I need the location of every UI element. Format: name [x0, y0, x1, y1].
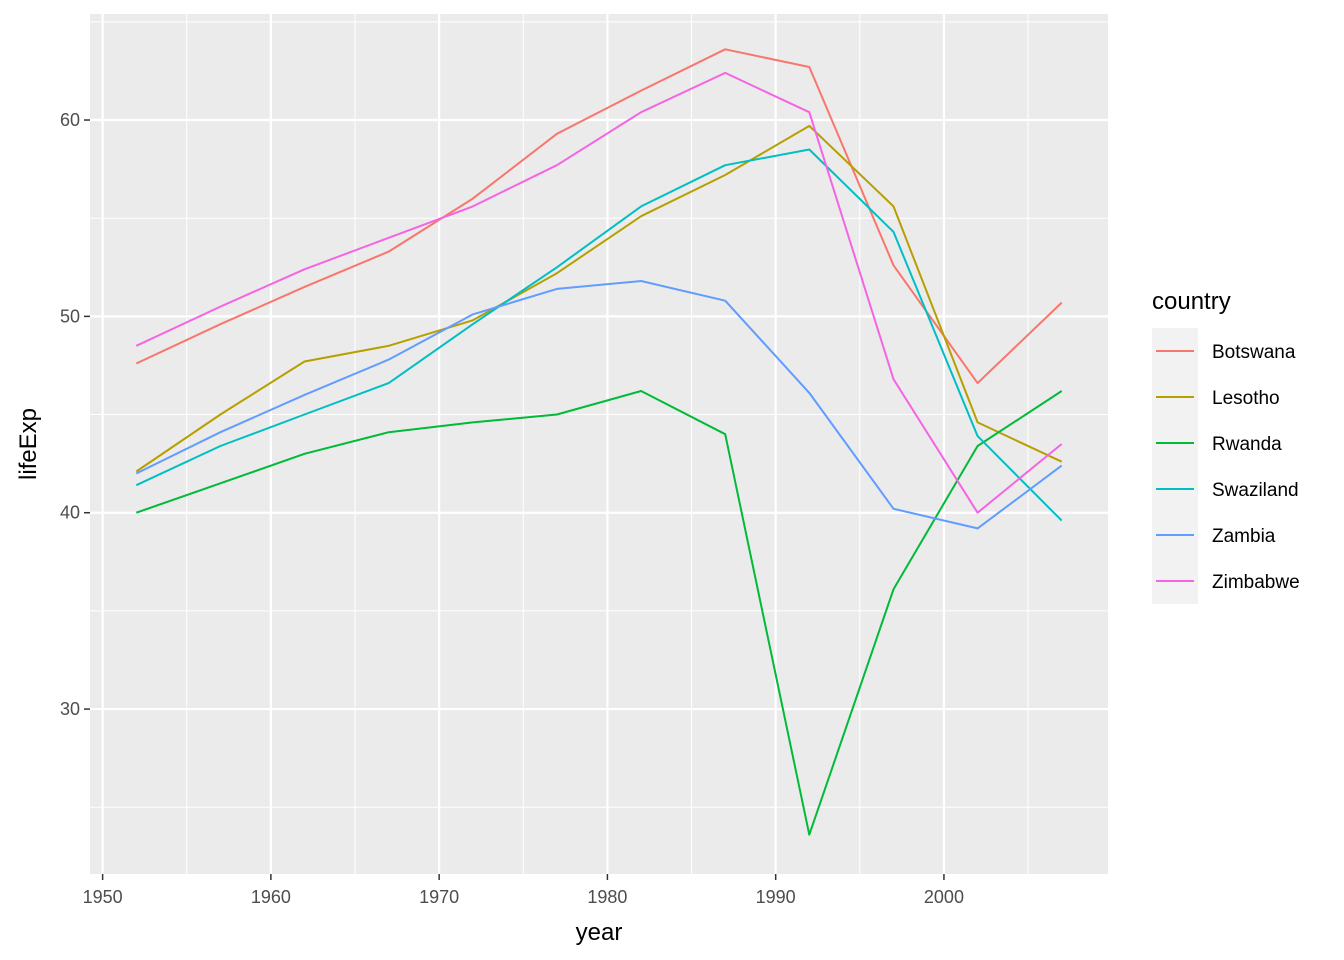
legend-label-lesotho: Lesotho	[1212, 388, 1280, 409]
y-tick-label: 30	[60, 699, 80, 719]
series-line-rwanda	[135, 390, 1063, 836]
series-line-lesotho	[135, 124, 1063, 473]
legend-label-rwanda: Rwanda	[1212, 434, 1282, 455]
x-axis: 1950 1960 1970 1980 1990 2000	[83, 874, 964, 907]
minor-gridlines	[90, 14, 1108, 874]
legend-title: country	[1152, 288, 1231, 315]
x-tick-label: 1970	[419, 887, 459, 907]
series-line-swaziland	[135, 148, 1063, 522]
legend-label-swaziland: Swaziland	[1212, 480, 1299, 501]
series-line-zimbabwe	[135, 71, 1063, 514]
x-tick-label: 1960	[251, 887, 291, 907]
legend-label-zimbabwe: Zimbabwe	[1212, 572, 1300, 593]
y-tick-label: 50	[60, 306, 80, 326]
series-line-botswana	[135, 48, 1063, 385]
series-line-zambia	[135, 280, 1063, 530]
legend-items: Botswana Lesotho Rwanda Swaziland Zambia Zimb…	[1156, 342, 1300, 593]
x-axis-title: year	[576, 919, 623, 946]
x-tick-label: 2000	[924, 887, 964, 907]
series-lines	[135, 48, 1063, 836]
y-tick-label: 60	[60, 110, 80, 130]
legend-label-botswana: Botswana	[1212, 342, 1296, 363]
y-axis-title: lifeExp	[15, 408, 42, 480]
legend-key-background	[1152, 328, 1198, 604]
y-tick-label: 40	[60, 503, 80, 523]
x-tick-label: 1950	[83, 887, 123, 907]
x-tick-label: 1990	[756, 887, 796, 907]
legend-label-zambia: Zambia	[1212, 526, 1276, 547]
plot-panel	[90, 14, 1108, 874]
legend: country Botswana Lesotho Rwanda Swaziland Za…	[1152, 288, 1300, 604]
x-tick-label: 1980	[587, 887, 627, 907]
major-gridlines	[90, 14, 1108, 874]
y-axis: 30 40 50 60	[60, 110, 90, 719]
